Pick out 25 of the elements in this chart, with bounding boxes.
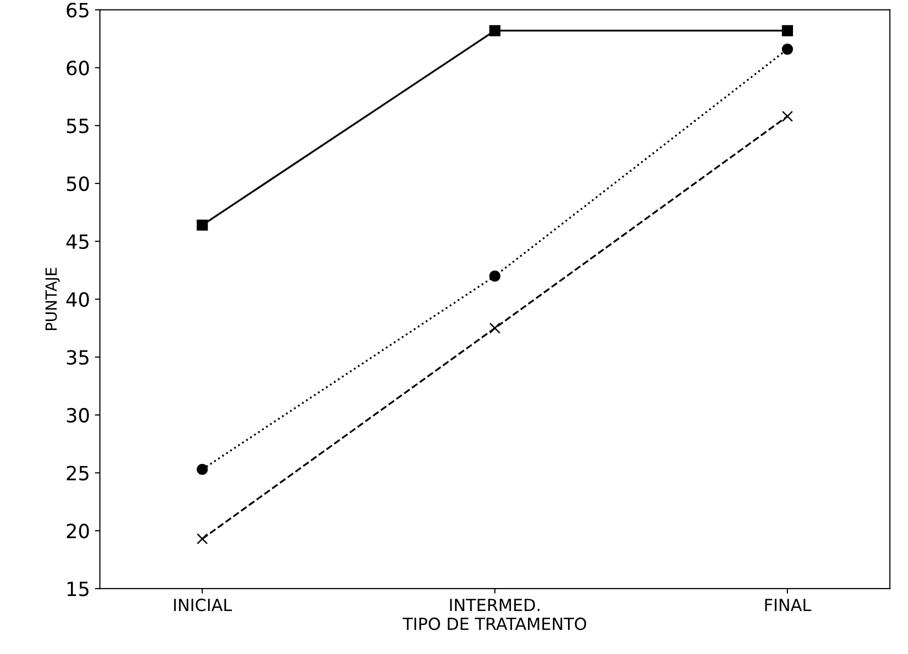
point: [196, 533, 208, 544]
x-tick-label: INICIAL: [174, 598, 232, 612]
point: [489, 25, 500, 36]
point: [782, 44, 793, 55]
x-tick-label: INTERMED.: [450, 598, 540, 611]
y-tick-label: 40: [66, 292, 89, 307]
point: [196, 464, 208, 475]
point: [489, 322, 500, 334]
point: [196, 220, 208, 231]
point: [489, 270, 500, 282]
y-tick-label: 25: [66, 466, 88, 481]
x-axis-title: TIPO DE TRATAMENTO: [402, 618, 586, 630]
y-tick-label: 20: [66, 524, 89, 538]
y-tick-label: 30: [66, 408, 89, 423]
y-tick-label: 65: [66, 2, 88, 18]
point: [782, 110, 793, 122]
y-tick-label: 35: [66, 350, 88, 365]
point: [782, 25, 793, 36]
y-tick-label: 15: [68, 582, 88, 596]
y-axis-title: PUNTAJE: [46, 268, 60, 330]
y-tick-label: 55: [66, 118, 88, 134]
y-tick-label: 45: [66, 234, 88, 249]
y-tick-label: 60: [66, 60, 89, 76]
y-tick-label: 50: [66, 176, 89, 192]
x-tick-label: FINAL: [765, 598, 812, 611]
